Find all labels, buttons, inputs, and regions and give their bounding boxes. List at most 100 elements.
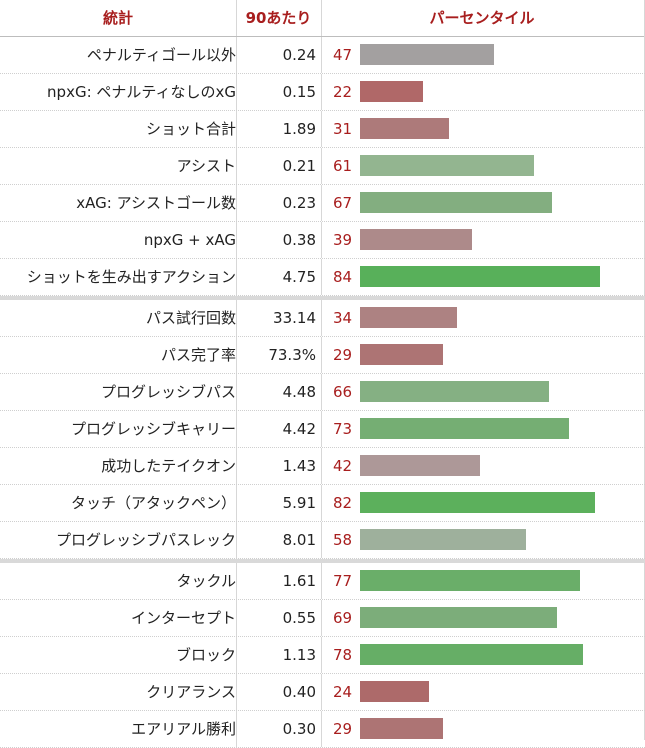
column-divider — [321, 148, 322, 184]
stat-row: プログレッシブパス 4.48 66 — [0, 374, 645, 411]
stat-row: アシスト 0.21 61 — [0, 148, 645, 185]
per90-value: 8.01 — [282, 531, 316, 549]
percentile-value: 69 — [333, 609, 353, 627]
column-divider — [321, 411, 322, 447]
per90-value: 0.55 — [282, 609, 316, 627]
stat-label: アシスト — [176, 157, 236, 175]
per90-value: 4.42 — [282, 420, 316, 438]
stat-row: エアリアル勝利 0.30 29 — [0, 711, 645, 748]
per90-value: 73.3% — [268, 346, 316, 364]
stat-label: インターセプト — [130, 609, 236, 627]
stat-label: npxG: ペナルティなしのxG — [47, 83, 236, 101]
per90-value: 0.40 — [282, 683, 316, 701]
column-divider — [321, 637, 322, 673]
percentile-value: 42 — [333, 457, 353, 475]
stat-label: タッチ（アタックペン） — [70, 494, 236, 512]
column-divider — [321, 111, 322, 147]
column-divider — [321, 74, 322, 110]
stat-label: パス完了率 — [160, 346, 236, 364]
stat-label: ブロック — [175, 646, 236, 664]
column-divider — [236, 674, 237, 710]
stat-row: プログレッシブパスレック 8.01 58 — [0, 522, 645, 559]
stat-column-header: 統計 — [102, 9, 133, 27]
column-divider — [236, 185, 237, 221]
stat-label: パス試行回数 — [145, 309, 236, 327]
per90-value: 1.61 — [282, 572, 316, 590]
column-divider — [321, 563, 322, 599]
stat-row: xAG: アシストゴール数 0.23 67 — [0, 185, 645, 222]
stat-row: ブロック 1.13 78 — [0, 637, 645, 674]
stat-label: タックル — [176, 572, 236, 590]
per90-value: 1.43 — [282, 457, 316, 475]
percentile-bar — [360, 155, 534, 176]
stat-row: npxG: ペナルティなしのxG 0.15 22 — [0, 74, 645, 111]
column-divider — [236, 0, 237, 36]
percentile-bar — [360, 307, 457, 328]
stat-label: プログレッシブパス — [100, 383, 236, 401]
percentile-value: 84 — [333, 268, 353, 286]
column-divider — [236, 300, 237, 336]
stat-label: エアリアル勝利 — [131, 720, 236, 738]
percentile-bar — [360, 266, 600, 287]
stat-label: ショットを生み出すアクション — [26, 268, 236, 286]
column-divider — [321, 674, 322, 710]
column-divider — [321, 337, 322, 373]
percentile-bar — [360, 681, 429, 702]
percentile-value: 34 — [333, 309, 353, 327]
column-divider — [236, 448, 237, 484]
stat-row: ショットを生み出すアクション 4.75 84 — [0, 259, 645, 296]
stat-label: npxG + xAG — [143, 231, 236, 249]
column-divider — [236, 522, 237, 558]
percentile-value: 61 — [333, 157, 353, 175]
group-separator — [0, 559, 645, 563]
stat-label: ペナルティゴール以外 — [86, 46, 236, 64]
column-divider — [236, 222, 237, 258]
per90-value: 1.89 — [282, 120, 316, 138]
per90-value: 0.30 — [282, 720, 316, 738]
percentile-bar — [360, 492, 595, 513]
stat-label: 成功したテイクオン — [101, 457, 236, 475]
column-divider — [321, 300, 322, 336]
column-divider — [321, 0, 322, 36]
percentile-value: 39 — [333, 231, 353, 249]
per90-value: 33.14 — [273, 309, 316, 327]
percentile-value: 29 — [333, 720, 353, 738]
percentile-bar — [360, 192, 552, 213]
percentile-bar — [360, 229, 472, 250]
column-divider — [236, 563, 237, 599]
percentile-value: 58 — [333, 531, 353, 549]
column-divider — [236, 600, 237, 636]
column-divider — [321, 485, 322, 521]
column-divider — [321, 448, 322, 484]
column-divider — [236, 259, 237, 295]
column-divider — [321, 711, 322, 747]
percentile-value: 66 — [333, 383, 353, 401]
percentile-column-header: パーセンタイル — [429, 9, 535, 27]
stat-row: ペナルティゴール以外 0.24 47 — [0, 37, 645, 74]
percentile-value: 31 — [333, 120, 353, 138]
percentile-value: 78 — [333, 646, 353, 664]
percentile-value: 73 — [333, 420, 353, 438]
column-divider — [236, 74, 237, 110]
percentile-bar — [360, 81, 423, 102]
per90-value: 0.24 — [282, 46, 316, 64]
stat-row: プログレッシブキャリー 4.42 73 — [0, 411, 645, 448]
percentile-value: 67 — [333, 194, 353, 212]
percentile-bar — [360, 607, 557, 628]
column-divider — [321, 600, 322, 636]
column-divider — [321, 259, 322, 295]
column-divider — [321, 185, 322, 221]
stat-label: プログレッシブキャリー — [70, 420, 236, 438]
column-divider — [321, 374, 322, 410]
column-divider — [236, 111, 237, 147]
percentile-bar — [360, 344, 443, 365]
stat-row: npxG + xAG 0.38 39 — [0, 222, 645, 259]
percentile-bar — [360, 118, 449, 139]
percentile-bar — [360, 381, 549, 402]
percentile-bar — [360, 455, 480, 476]
stat-row: タックル 1.61 77 — [0, 563, 645, 600]
group-separator — [0, 296, 645, 300]
percentile-bar — [360, 529, 526, 550]
column-divider — [321, 222, 322, 258]
per90-value: 4.48 — [282, 383, 316, 401]
